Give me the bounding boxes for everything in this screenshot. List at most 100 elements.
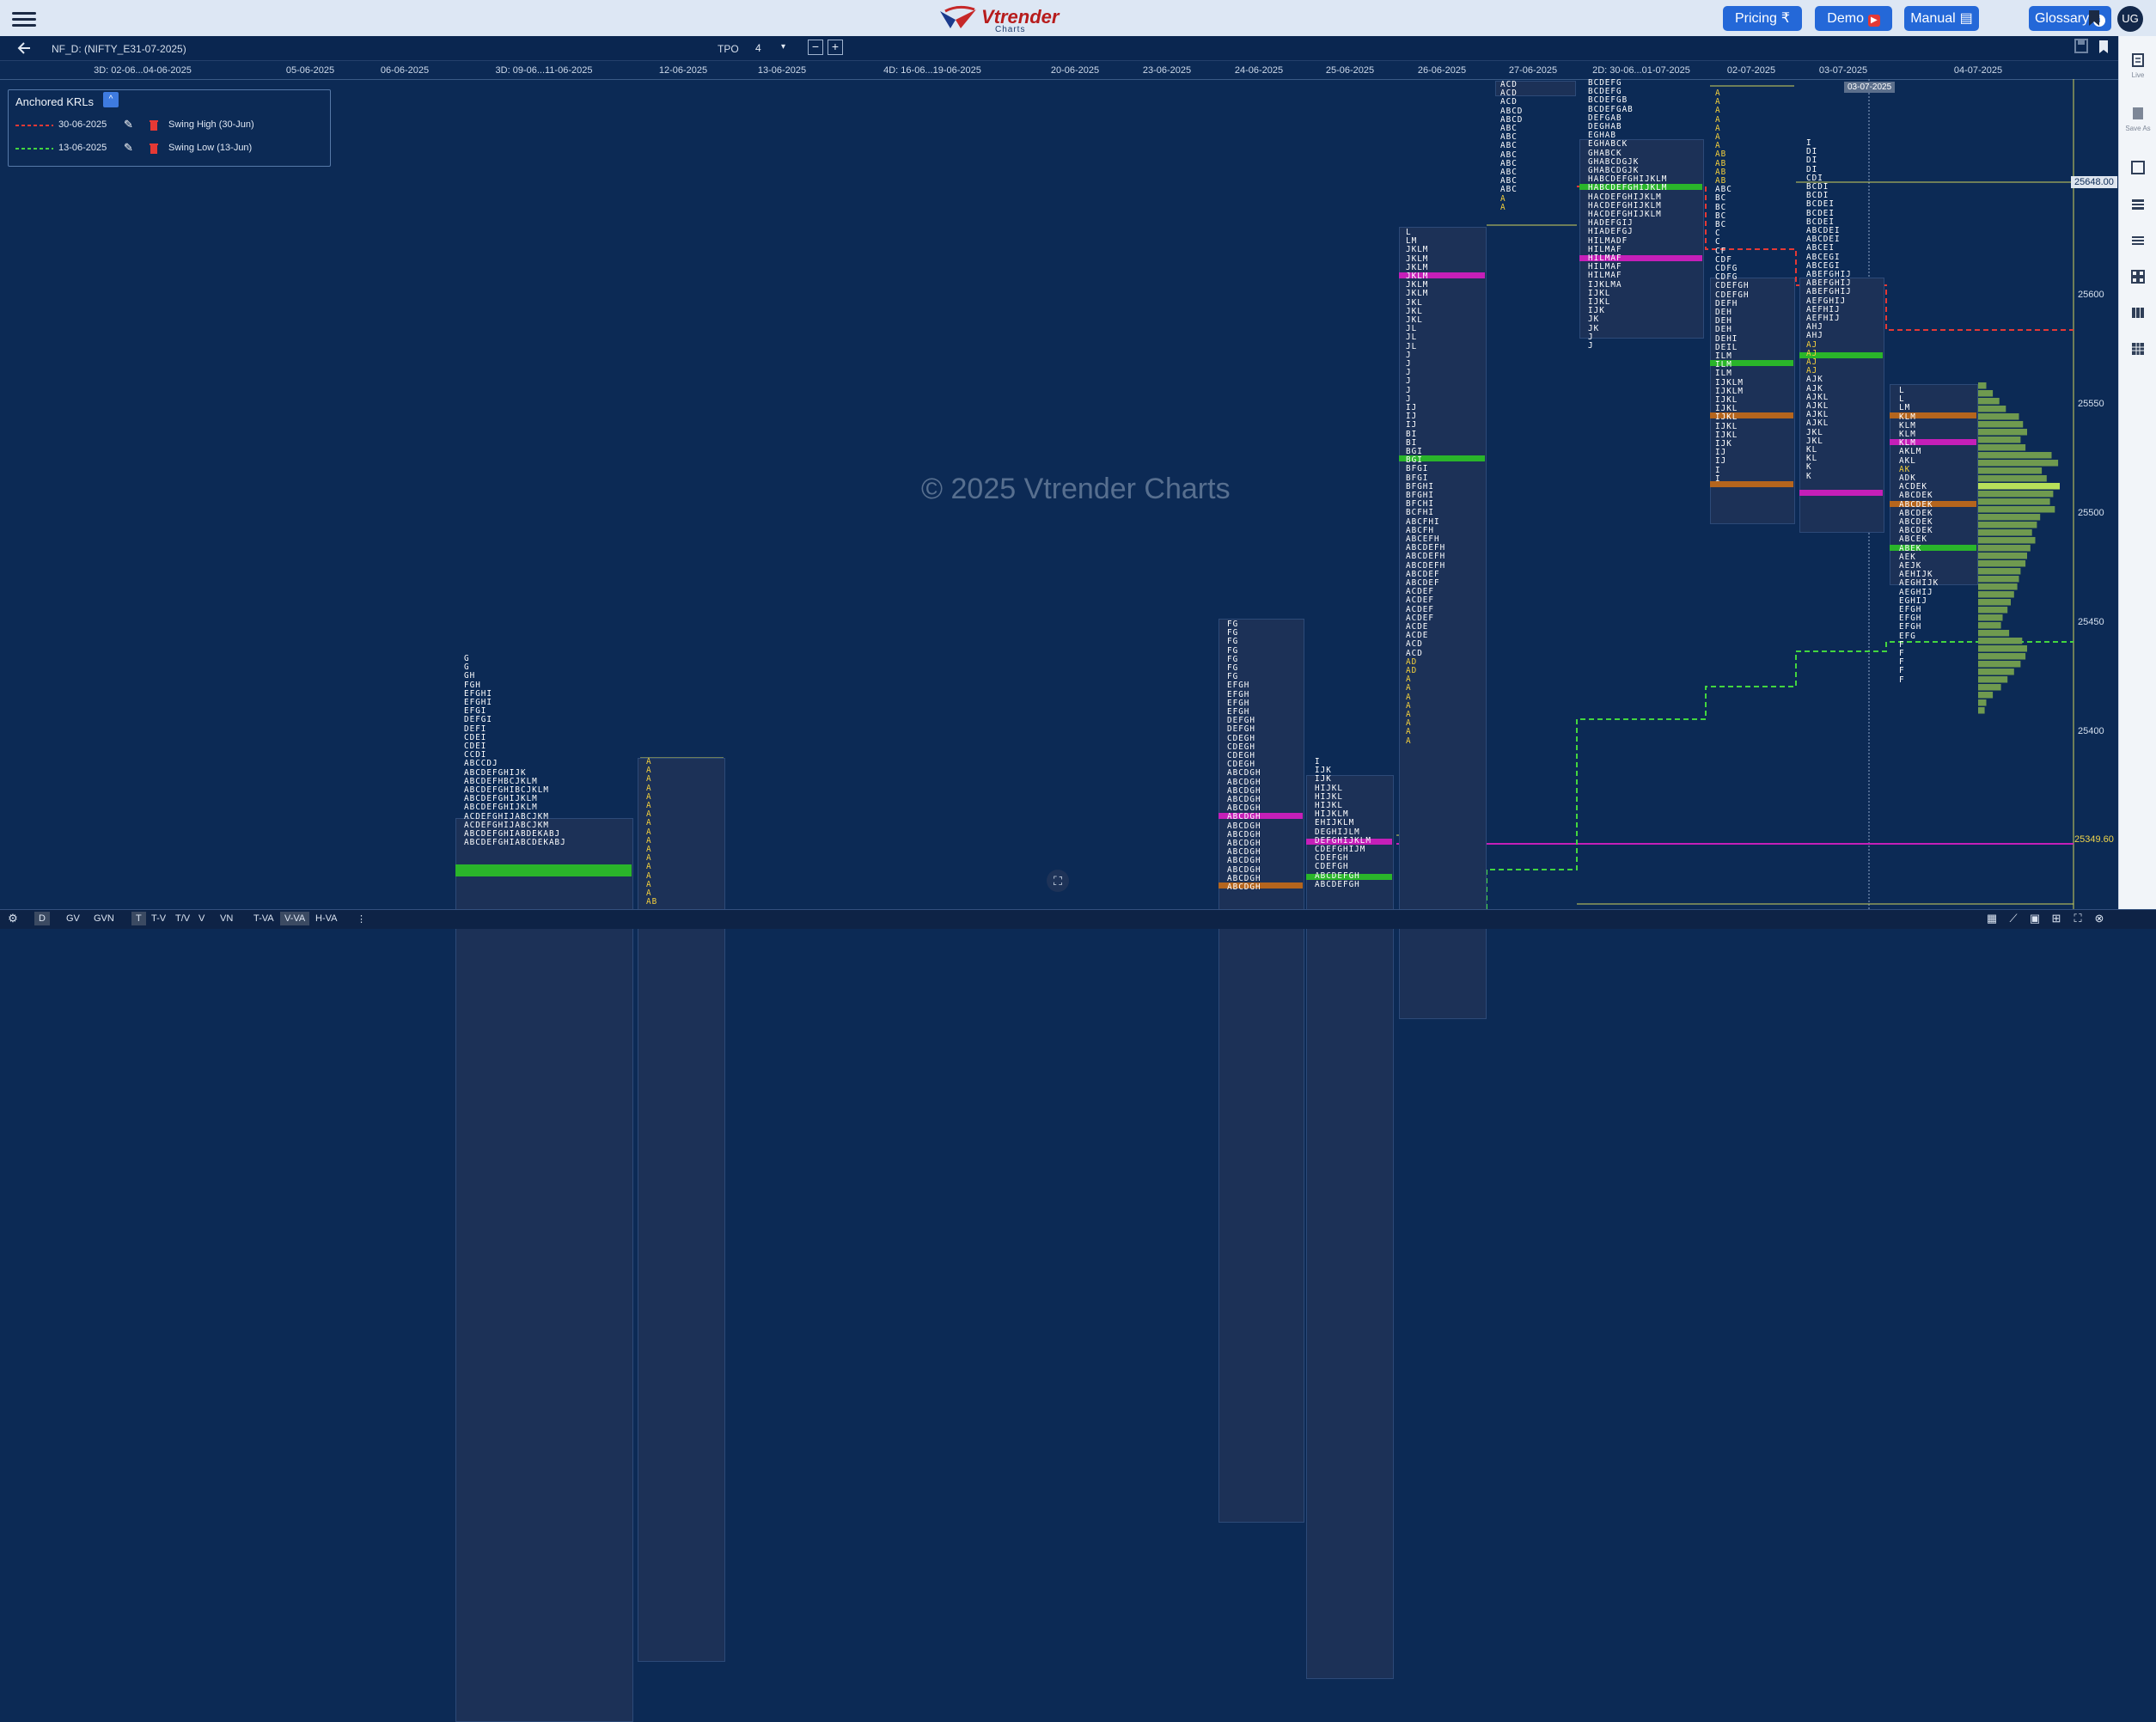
tpo-row: DEH bbox=[1715, 325, 1732, 335]
tpo-profile-box[interactable] bbox=[1579, 139, 1704, 339]
pencil-icon[interactable]: ✎ bbox=[124, 118, 133, 131]
tpo-level-highlight bbox=[1399, 272, 1485, 278]
list-icon bbox=[2132, 236, 2144, 245]
view-button-t-slash-v[interactable]: T/V bbox=[175, 913, 191, 924]
tpo-size-select[interactable]: 4 ▾ bbox=[751, 40, 792, 55]
tpo-profile-box[interactable] bbox=[1495, 81, 1576, 96]
fullscreen-icon[interactable]: ⛶ bbox=[1047, 870, 1069, 892]
view-button-t[interactable]: T bbox=[131, 912, 146, 925]
volume-bar bbox=[1978, 591, 2014, 598]
view-button-v[interactable]: V bbox=[198, 913, 205, 924]
demo-button[interactable]: Demo ▶ bbox=[1815, 6, 1892, 31]
vtrender-logo[interactable]: Vtrender Charts bbox=[937, 3, 1059, 34]
tpo-row: A bbox=[1500, 202, 1506, 212]
tpo-row: BCDEI bbox=[1806, 217, 1835, 227]
date-axis bbox=[0, 62, 2118, 80]
tpo-row: A bbox=[646, 853, 652, 864]
tpo-row: ABC bbox=[1500, 124, 1518, 133]
list-button[interactable] bbox=[2119, 234, 2156, 252]
date-axis-label: 23-06-2025 bbox=[1142, 65, 1192, 76]
tpo-row: BGI bbox=[1406, 447, 1423, 456]
view-button-h-va[interactable]: H-VA bbox=[315, 913, 338, 924]
view-button-vn[interactable]: VN bbox=[220, 913, 234, 924]
view-button-t-va[interactable]: T-VA bbox=[253, 913, 274, 924]
save-as-button[interactable]: Save As bbox=[2119, 107, 2156, 132]
hamburger-menu-icon[interactable] bbox=[12, 9, 36, 27]
tpo-row: GHABCDGJK bbox=[1588, 156, 1640, 167]
settings-gear-icon[interactable]: ⚙ bbox=[8, 912, 18, 925]
tpo-row: A bbox=[646, 801, 652, 810]
tpo-row: J bbox=[1406, 350, 1412, 360]
volume-bar bbox=[1978, 475, 2047, 482]
tpo-row: ABCDEFGHIBCJKLM bbox=[464, 785, 549, 795]
tpo-row: EHIJKLM bbox=[1315, 818, 1355, 828]
tpo-row: ABC bbox=[1500, 158, 1518, 168]
tpo-row: JK bbox=[1588, 314, 1600, 325]
zoom-out-button[interactable]: − bbox=[808, 40, 823, 55]
tpo-row: ABCFH bbox=[1406, 525, 1434, 535]
tpo-row: EFGH bbox=[1227, 707, 1250, 717]
tpo-row: DI bbox=[1806, 147, 1818, 157]
tpo-level-highlight bbox=[1799, 490, 1883, 496]
table-view-icon[interactable]: ▦ bbox=[1986, 912, 1998, 925]
screenshot-icon[interactable]: ▣ bbox=[2029, 912, 2041, 925]
tpo-row: A bbox=[646, 757, 652, 766]
tpo-row: BFGI bbox=[1406, 464, 1429, 474]
tpo-level-highlight bbox=[1579, 184, 1702, 190]
grid-button[interactable] bbox=[2119, 270, 2156, 288]
manual-button[interactable]: Manual ▤ bbox=[1904, 6, 1979, 31]
bookmark-icon[interactable] bbox=[2086, 9, 2102, 27]
view-button-d[interactable]: D bbox=[34, 912, 50, 925]
zoom-in-button[interactable]: + bbox=[828, 40, 843, 55]
tpo-row: BC bbox=[1715, 220, 1727, 229]
close-icon[interactable]: ⊗ bbox=[2094, 912, 2104, 925]
tpo-row: BCDEI bbox=[1806, 208, 1835, 218]
tpo-row: HIJKL bbox=[1315, 801, 1343, 810]
image-icon[interactable]: ⊞ bbox=[2051, 912, 2061, 925]
more-options-icon[interactable]: ⋮ bbox=[357, 914, 366, 925]
save-icon[interactable] bbox=[2074, 39, 2088, 54]
view-button-gv[interactable]: GV bbox=[66, 913, 80, 924]
tpo-row: A bbox=[1715, 141, 1721, 151]
tpo-row: AJ bbox=[1806, 357, 1818, 367]
tpo-row: L bbox=[1899, 386, 1905, 395]
price-tick: 25600 bbox=[2078, 290, 2104, 300]
tpo-profile-box[interactable] bbox=[455, 818, 633, 1722]
tpo-row: F bbox=[1899, 666, 1905, 676]
tpo-row: DEFGH bbox=[1227, 716, 1255, 726]
tpo-profile-box[interactable] bbox=[1399, 227, 1487, 1019]
date-axis-label: 24-06-2025 bbox=[1234, 65, 1284, 76]
tpo-row: ABCDEF bbox=[1406, 569, 1440, 579]
collapse-button[interactable]: ^ bbox=[103, 92, 119, 107]
tpo-row: BFCHI bbox=[1406, 499, 1434, 510]
line-chart-icon[interactable]: ⟋ bbox=[2009, 912, 2018, 925]
volume-bar bbox=[1978, 483, 2060, 490]
tpo-row: BCDEFG bbox=[1588, 78, 1622, 88]
expand-icon[interactable]: ⛶ bbox=[2074, 912, 2082, 925]
trash-icon[interactable] bbox=[150, 119, 158, 131]
tpo-row: JKLM bbox=[1406, 253, 1429, 264]
view-button-gvn[interactable]: GVN bbox=[94, 913, 114, 924]
bookmark-add-icon[interactable] bbox=[2097, 39, 2110, 54]
pricing-button[interactable]: Pricing ₹ bbox=[1723, 6, 1802, 31]
date-axis-label: 03-07-2025 bbox=[1818, 65, 1868, 76]
pencil-icon[interactable]: ✎ bbox=[124, 141, 133, 154]
columns-button[interactable] bbox=[2119, 306, 2156, 324]
tpo-row: CDEFGH bbox=[1715, 290, 1750, 300]
square-button[interactable] bbox=[2119, 161, 2156, 179]
date-axis-label: 05-06-2025 bbox=[285, 65, 335, 76]
live-button[interactable]: Live bbox=[2119, 53, 2156, 79]
view-button-v-va[interactable]: V-VA bbox=[280, 912, 310, 925]
tpo-row: JKLM bbox=[1406, 289, 1429, 299]
tpo-row: ABCDEFH bbox=[1406, 552, 1446, 562]
cursor-date-label: 03-07-2025 bbox=[1844, 82, 1896, 93]
table-button[interactable] bbox=[2119, 342, 2156, 360]
back-arrow-icon[interactable] bbox=[17, 42, 31, 54]
layout-button[interactable] bbox=[2119, 198, 2156, 216]
tpo-row: DEFH bbox=[1715, 298, 1738, 308]
trash-icon[interactable] bbox=[150, 143, 158, 154]
view-button-t-v[interactable]: T-V bbox=[151, 913, 167, 924]
tpo-row: IJK bbox=[1315, 774, 1332, 785]
user-avatar[interactable]: UG bbox=[2117, 6, 2143, 32]
tpo-row: C bbox=[1715, 229, 1721, 239]
